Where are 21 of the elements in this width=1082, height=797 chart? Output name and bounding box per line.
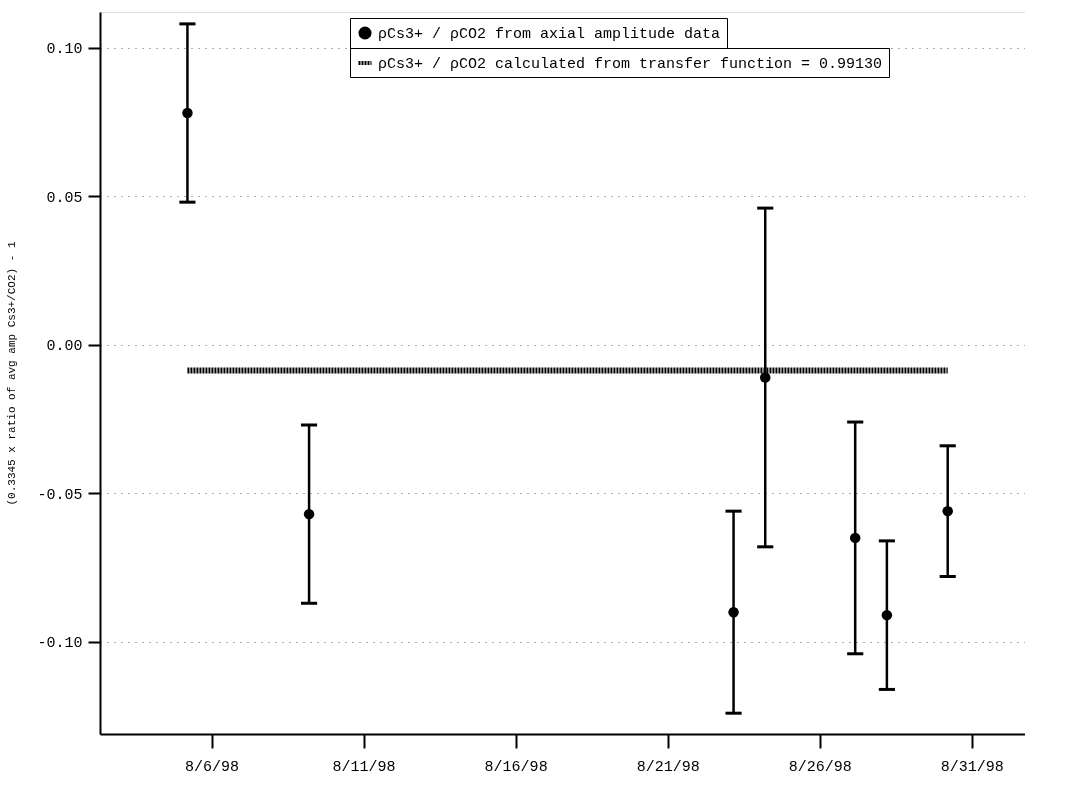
y-tick-label: -0.05: [37, 486, 83, 504]
point: [182, 107, 193, 119]
legend-label: ρCs3+ / ρCO2 calculated from transfer function = 0.99130: [378, 56, 883, 73]
x-tick-label: 8/11/98: [332, 758, 396, 776]
point: [942, 505, 953, 517]
point: [881, 609, 893, 621]
x-tick-label: 8/21/98: [636, 758, 700, 776]
x-tick-label: 8/26/98: [788, 758, 852, 776]
point: [303, 508, 315, 520]
y-axis-title: (0.3345 x ratio of avg amp Cs3+/CO2) - 1: [6, 241, 19, 506]
legend-label: ρCs3+ / ρCO2 from axial amplitude data: [378, 26, 721, 43]
point: [728, 606, 739, 618]
y-tick-label: 0.05: [46, 189, 83, 207]
x-tick-label: 8/31/98: [940, 758, 1004, 776]
point: [760, 372, 771, 383]
x-tick-label: 8/16/98: [484, 758, 548, 776]
point: [849, 532, 861, 544]
y-tick-label: -0.10: [37, 635, 83, 653]
y-tick-label: 0.10: [46, 41, 83, 59]
x-tick-label: 8/6/98: [185, 758, 240, 776]
y-tick-label: 0.00: [46, 338, 83, 356]
